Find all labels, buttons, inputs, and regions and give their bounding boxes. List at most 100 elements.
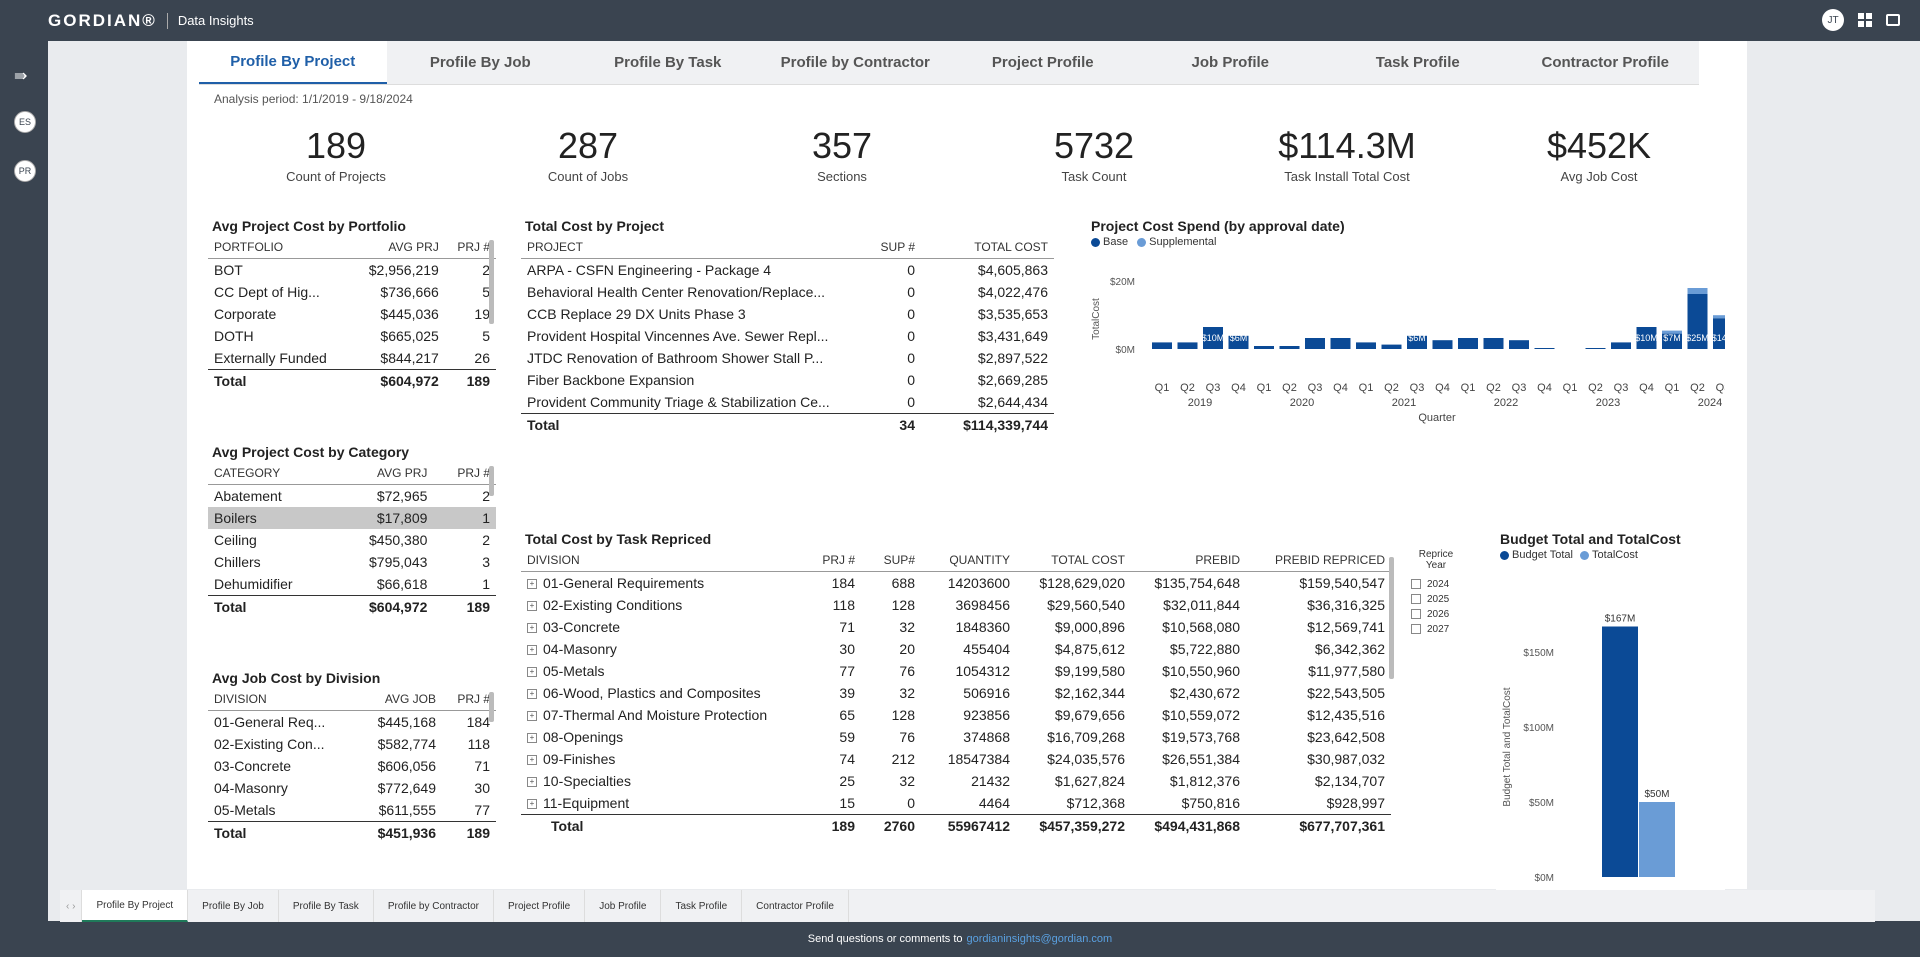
table-row[interactable]: +05-Metals 77 76 1054312 $9,199,580 $10,550,9… (521, 660, 1391, 682)
col-header[interactable]: SUP# (861, 549, 921, 572)
table-row[interactable]: 02-Existing Con... $582,774 118 (208, 733, 496, 755)
expand-icon[interactable]: + (527, 623, 537, 634)
table-row[interactable]: +11-Equipment 15 0 4464 $712,368 $750,816 $928… (521, 792, 1391, 815)
page-tab[interactable]: Profile By Task (279, 890, 374, 922)
col-header[interactable]: PRJ # (442, 688, 496, 711)
col-header[interactable]: PROJECT (521, 236, 861, 259)
col-header[interactable]: PORTFOLIO (208, 236, 351, 259)
table-row[interactable]: 05-Metals $611,555 77 (208, 799, 496, 822)
checkbox[interactable] (1411, 609, 1421, 620)
prev-page-icon[interactable]: ‹ › (60, 890, 83, 922)
tab-job-profile[interactable]: Job Profile (1191, 54, 1269, 71)
col-header[interactable]: PRJ # (801, 549, 861, 572)
table-row[interactable]: Provident Hospital Vincennes Ave. Sewer … (521, 325, 1054, 347)
expand-icon[interactable]: + (527, 689, 537, 700)
expand-nav-icon[interactable]: ⇛ (14, 68, 28, 85)
nav-avatar-pr[interactable]: PR (14, 160, 36, 182)
tab-profile-by-project[interactable]: Profile By Project (199, 41, 387, 84)
scrollbar[interactable] (1389, 557, 1394, 679)
checkbox[interactable] (1411, 594, 1421, 605)
table-row-selected[interactable]: Boilers $17,809 1 (208, 507, 496, 529)
nav-avatar-es[interactable]: ES (14, 111, 36, 133)
col-header[interactable]: QUANTITY (921, 549, 1016, 572)
page-tab[interactable]: Profile By Project (82, 890, 189, 922)
tab-profile-by-task[interactable]: Profile By Task (614, 54, 722, 71)
scrollbar[interactable] (489, 692, 494, 722)
table-row[interactable]: Chillers $795,043 3 (208, 551, 496, 573)
scrollbar[interactable] (489, 240, 494, 324)
tab-profile-by-job[interactable]: Profile By Job (429, 54, 531, 71)
expand-icon[interactable]: + (527, 755, 537, 766)
footer-email-link[interactable]: gordianinsights@gordian.com (966, 933, 1113, 945)
col-header[interactable]: DIVISION (208, 688, 357, 711)
table-row[interactable]: Externally Funded $844,217 26 (208, 347, 496, 370)
expand-icon[interactable]: + (527, 799, 537, 810)
table-row[interactable]: BOT $2,956,219 2 (208, 259, 496, 282)
col-header[interactable]: TOTAL COST (921, 236, 1054, 259)
apps-grid-icon[interactable] (1858, 13, 1872, 27)
table-row[interactable]: Behavioral Health Center Renovation/Repl… (521, 281, 1054, 303)
scrollbar[interactable] (489, 466, 494, 496)
col-header[interactable]: AVG PRJ (350, 236, 445, 259)
slicer-option[interactable]: 2025 (1411, 594, 1461, 605)
table-row[interactable]: +07-Thermal And Moisture Protection 65 128… (521, 704, 1391, 726)
page-tab[interactable]: Job Profile (585, 890, 662, 922)
tab-project-profile[interactable]: Project Profile (991, 54, 1094, 71)
table-row[interactable]: 03-Concrete $606,056 71 (208, 755, 496, 777)
table-row[interactable]: Corporate $445,036 19 (208, 303, 496, 325)
col-header[interactable]: PRJ # (444, 236, 496, 259)
tab-task-profile[interactable]: Task Profile (1375, 54, 1460, 71)
table-row[interactable]: Dehumidifier $66,618 1 (208, 573, 496, 596)
data-label: $14M (1712, 333, 1725, 343)
checkbox[interactable] (1411, 624, 1421, 635)
expand-icon[interactable]: + (527, 667, 537, 678)
table-row[interactable]: Ceiling $450,380 2 (208, 529, 496, 551)
table-row[interactable]: CCB Replace 29 DX Units Phase 3 0 $3,535,6… (521, 303, 1054, 325)
col-header[interactable]: TOTAL COST (1016, 549, 1131, 572)
col-header[interactable]: PREBID (1131, 549, 1246, 572)
page-tab[interactable]: Profile By Job (188, 890, 279, 922)
table-row[interactable]: ARPA - CSFN Engineering - Package 4 0 $4,6… (521, 259, 1054, 282)
table-row[interactable]: DOTH $665,025 5 (208, 325, 496, 347)
col-header[interactable]: PREBID REPRICED (1246, 549, 1391, 572)
col-header[interactable]: SUP # (861, 236, 921, 259)
table-row[interactable]: +08-Openings 59 76 374868 $16,709,268 $19,573… (521, 726, 1391, 748)
expand-icon[interactable]: + (527, 601, 537, 612)
expand-icon[interactable]: + (527, 711, 537, 722)
col-header[interactable]: DIVISION (521, 549, 801, 572)
expand-icon[interactable]: + (527, 645, 537, 656)
table-row[interactable]: JTDC Renovation of Bathroom Shower Stall… (521, 347, 1054, 369)
table-row[interactable]: +10-Specialties 25 32 21432 $1,627,824 $1,812… (521, 770, 1391, 792)
slicer-option[interactable]: 2026 (1411, 609, 1461, 620)
page-tab[interactable]: Project Profile (494, 890, 586, 922)
table-row[interactable]: Provident Community Triage & Stabilizati… (521, 391, 1054, 414)
page-tab[interactable]: Task Profile (661, 890, 743, 922)
checkbox[interactable] (1411, 579, 1421, 590)
table-row[interactable]: +02-Existing Conditions 118 128 3698456 $29,… (521, 594, 1391, 616)
table-row[interactable]: 04-Masonry $772,649 30 (208, 777, 496, 799)
expand-icon[interactable]: + (527, 777, 537, 788)
expand-icon[interactable]: + (527, 579, 537, 590)
user-avatar[interactable]: JT (1822, 9, 1844, 31)
table-row[interactable]: Abatement $72,965 2 (208, 485, 496, 508)
table-row[interactable]: +01-General Requirements 184 688 14203600 $1… (521, 572, 1391, 595)
table-row[interactable]: Fiber Backbone Expansion 0 $2,669,285 (521, 369, 1054, 391)
table-row[interactable]: +03-Concrete 71 32 1848360 $9,000,896 $10,568… (521, 616, 1391, 638)
table-row[interactable]: +09-Finishes 74 212 18547384 $24,035,576 $26,… (521, 748, 1391, 770)
table-row[interactable]: +04-Masonry 30 20 455404 $4,875,612 $5,722,88… (521, 638, 1391, 660)
chat-icon[interactable] (1886, 14, 1900, 26)
expand-icon[interactable]: + (527, 733, 537, 744)
col-header[interactable]: PRJ # (433, 462, 496, 485)
col-header[interactable]: AVG PRJ (334, 462, 434, 485)
tab-profile-by-contractor[interactable]: Profile by Contractor (780, 54, 930, 71)
table-row[interactable]: 01-General Req... $445,168 184 (208, 711, 496, 734)
table-row[interactable]: CC Dept of Hig... $736,666 5 (208, 281, 496, 303)
page-tab[interactable]: Contractor Profile (742, 890, 849, 922)
slicer-option[interactable]: 2024 (1411, 579, 1461, 590)
tab-contractor-profile[interactable]: Contractor Profile (1541, 54, 1669, 71)
col-header[interactable]: CATEGORY (208, 462, 335, 485)
page-tab[interactable]: Profile by Contractor (374, 890, 494, 922)
table-row[interactable]: +06-Wood, Plastics and Composites 39 32 506… (521, 682, 1391, 704)
col-header[interactable]: AVG JOB (356, 688, 442, 711)
slicer-option[interactable]: 2027 (1411, 624, 1461, 635)
